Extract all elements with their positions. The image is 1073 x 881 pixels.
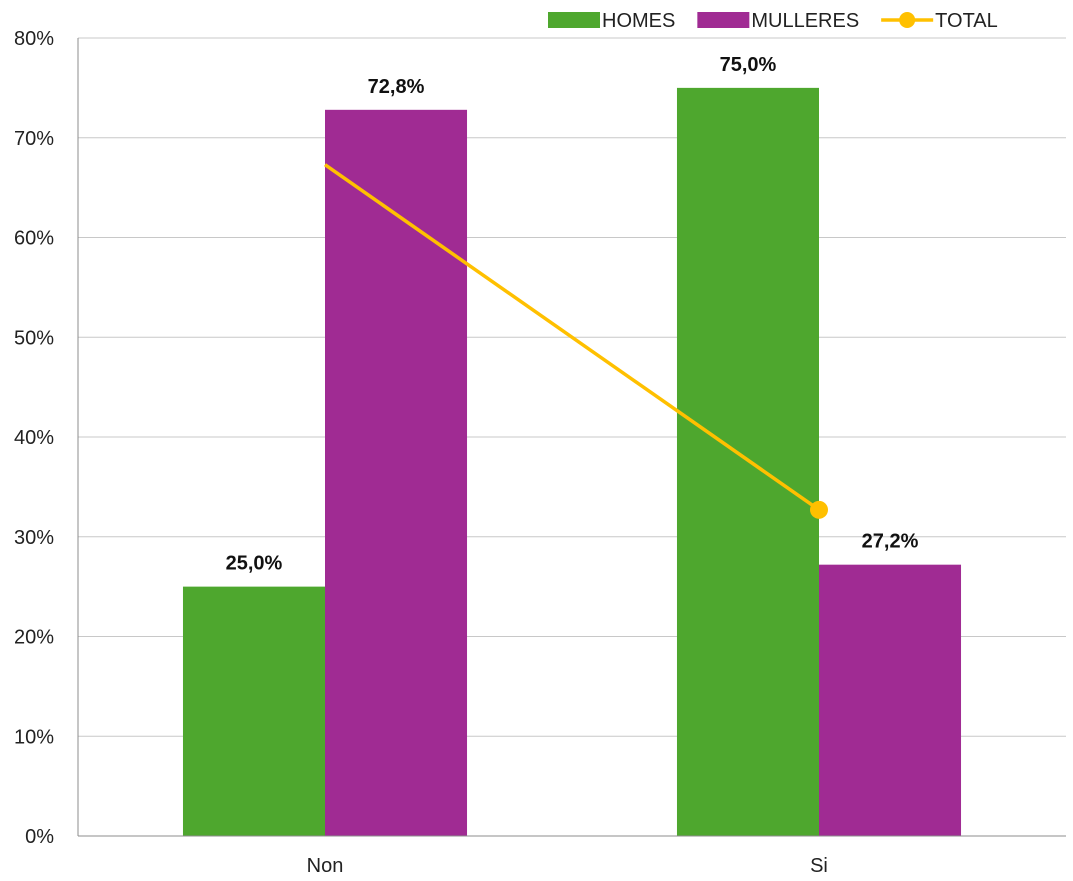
y-tick-label: 50% [14,327,54,349]
bar-mulleres-non [325,110,467,836]
y-tick-label: 20% [14,627,54,649]
legend-marker-total [899,12,915,28]
data-label-homes-non: 25,0% [226,553,283,575]
legend-swatch-homes [548,12,600,28]
marker-total [810,501,828,519]
bar-homes-non [183,587,325,836]
y-tick-label: 0% [25,826,54,848]
legend-label-total: TOTAL [935,10,998,32]
x-tick-label: Non [307,855,344,877]
legend: HOMES MULLERES TOTAL [548,10,998,32]
y-tick-label: 10% [14,726,54,748]
x-axis-ticks: Non Si [307,855,828,877]
x-tick-label: Si [810,855,828,877]
y-tick-label: 30% [14,527,54,549]
bars [183,88,961,836]
data-label-mulleres-si: 27,2% [862,531,919,553]
legend-label-mulleres: MULLERES [751,10,859,32]
y-tick-label: 60% [14,228,54,250]
data-label-mulleres-non: 72,8% [368,76,425,98]
legend-swatch-mulleres [697,12,749,28]
y-tick-label: 80% [14,28,54,50]
y-axis-ticks: 0% 10% 20% 30% 40% 50% 60% 70% 80% [14,28,54,848]
y-tick-label: 70% [14,128,54,150]
data-label-homes-si: 75,0% [720,54,777,76]
y-tick-label: 40% [14,427,54,449]
bar-mulleres-si [819,565,961,836]
legend-label-homes: HOMES [602,10,675,32]
